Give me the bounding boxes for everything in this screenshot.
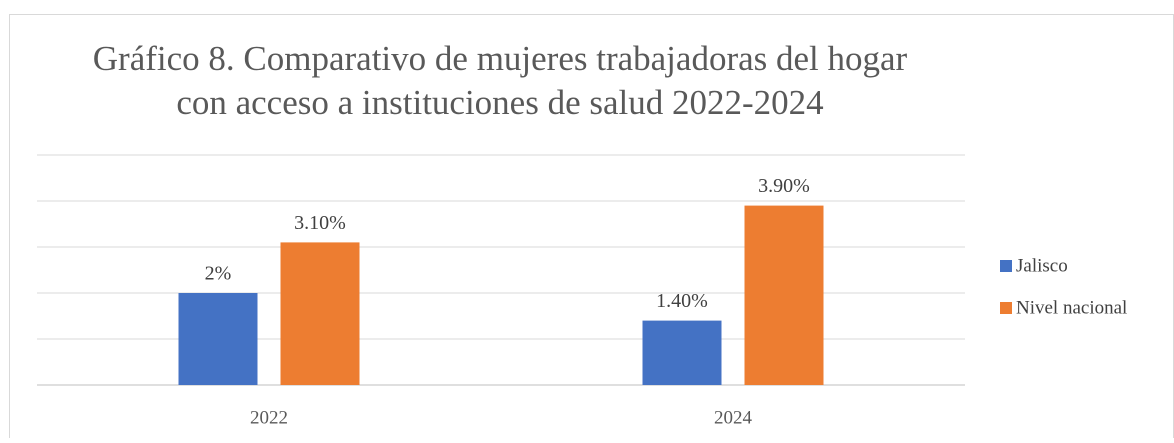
- legend-label: Jalisco: [1016, 255, 1068, 276]
- legend-label: Nivel nacional: [1016, 297, 1127, 318]
- x-tick-label: 2022: [250, 407, 288, 428]
- data-label: 1.40%: [656, 290, 708, 312]
- data-label: 2%: [205, 263, 232, 285]
- x-tick-label: 2024: [714, 407, 753, 428]
- legend-swatch: [1000, 302, 1012, 314]
- bar: [642, 320, 722, 385]
- chart-title: con acceso a instituciones de salud 2022…: [176, 83, 823, 122]
- data-label: 3.90%: [758, 175, 810, 197]
- bar: [280, 242, 360, 385]
- bar: [178, 293, 258, 385]
- legend-swatch: [1000, 260, 1012, 272]
- data-label: 3.10%: [294, 212, 346, 234]
- chart-title: Gráfico 8. Comparativo de mujeres trabaj…: [93, 39, 908, 78]
- bar: [744, 205, 824, 385]
